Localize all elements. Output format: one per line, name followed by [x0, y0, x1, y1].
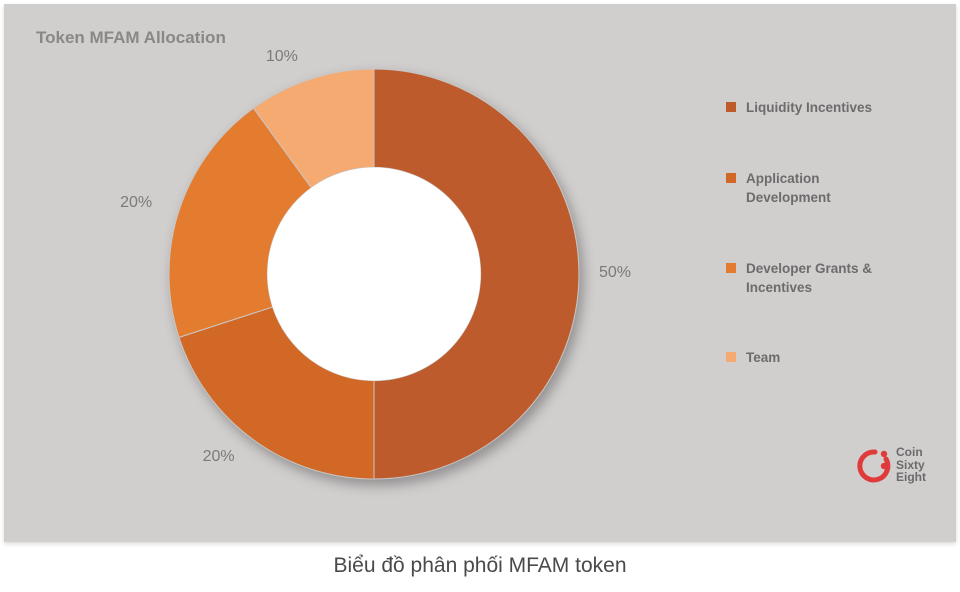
legend-swatch-icon — [726, 263, 736, 273]
legend: Liquidity Incentives Application Developm… — [726, 99, 896, 420]
slice-value-label: 20% — [203, 448, 235, 466]
donut-hole — [267, 167, 480, 380]
slice-value-label: 10% — [266, 48, 298, 66]
slice-value-label: 20% — [120, 194, 152, 212]
slice-value-label: 50% — [599, 264, 631, 282]
chart-title: Token MFAM Allocation — [36, 28, 226, 48]
legend-item: Team — [726, 349, 896, 368]
logo-text: Coin Sixty Eight — [896, 446, 926, 484]
legend-label: Team — [746, 349, 780, 368]
donut-chart — [154, 54, 594, 494]
brand-logo: Coin Sixty Eight — [852, 444, 926, 486]
caption-text: Biểu đồ phân phối MFAM token — [0, 554, 960, 578]
legend-swatch-icon — [726, 352, 736, 362]
legend-label: Application Development — [746, 170, 896, 208]
legend-item: Developer Grants & Incentives — [726, 260, 896, 298]
logo-mark-icon — [852, 444, 894, 486]
legend-swatch-icon — [726, 102, 736, 112]
legend-swatch-icon — [726, 173, 736, 183]
legend-label: Developer Grants & Incentives — [746, 260, 896, 298]
logo-line: Coin — [896, 446, 926, 459]
logo-line: Eight — [896, 471, 926, 484]
legend-label: Liquidity Incentives — [746, 99, 872, 118]
legend-item: Liquidity Incentives — [726, 99, 896, 118]
legend-item: Application Development — [726, 170, 896, 208]
chart-panel: Token MFAM Allocation 50% 20% 20% 10% Liqui… — [4, 4, 956, 542]
